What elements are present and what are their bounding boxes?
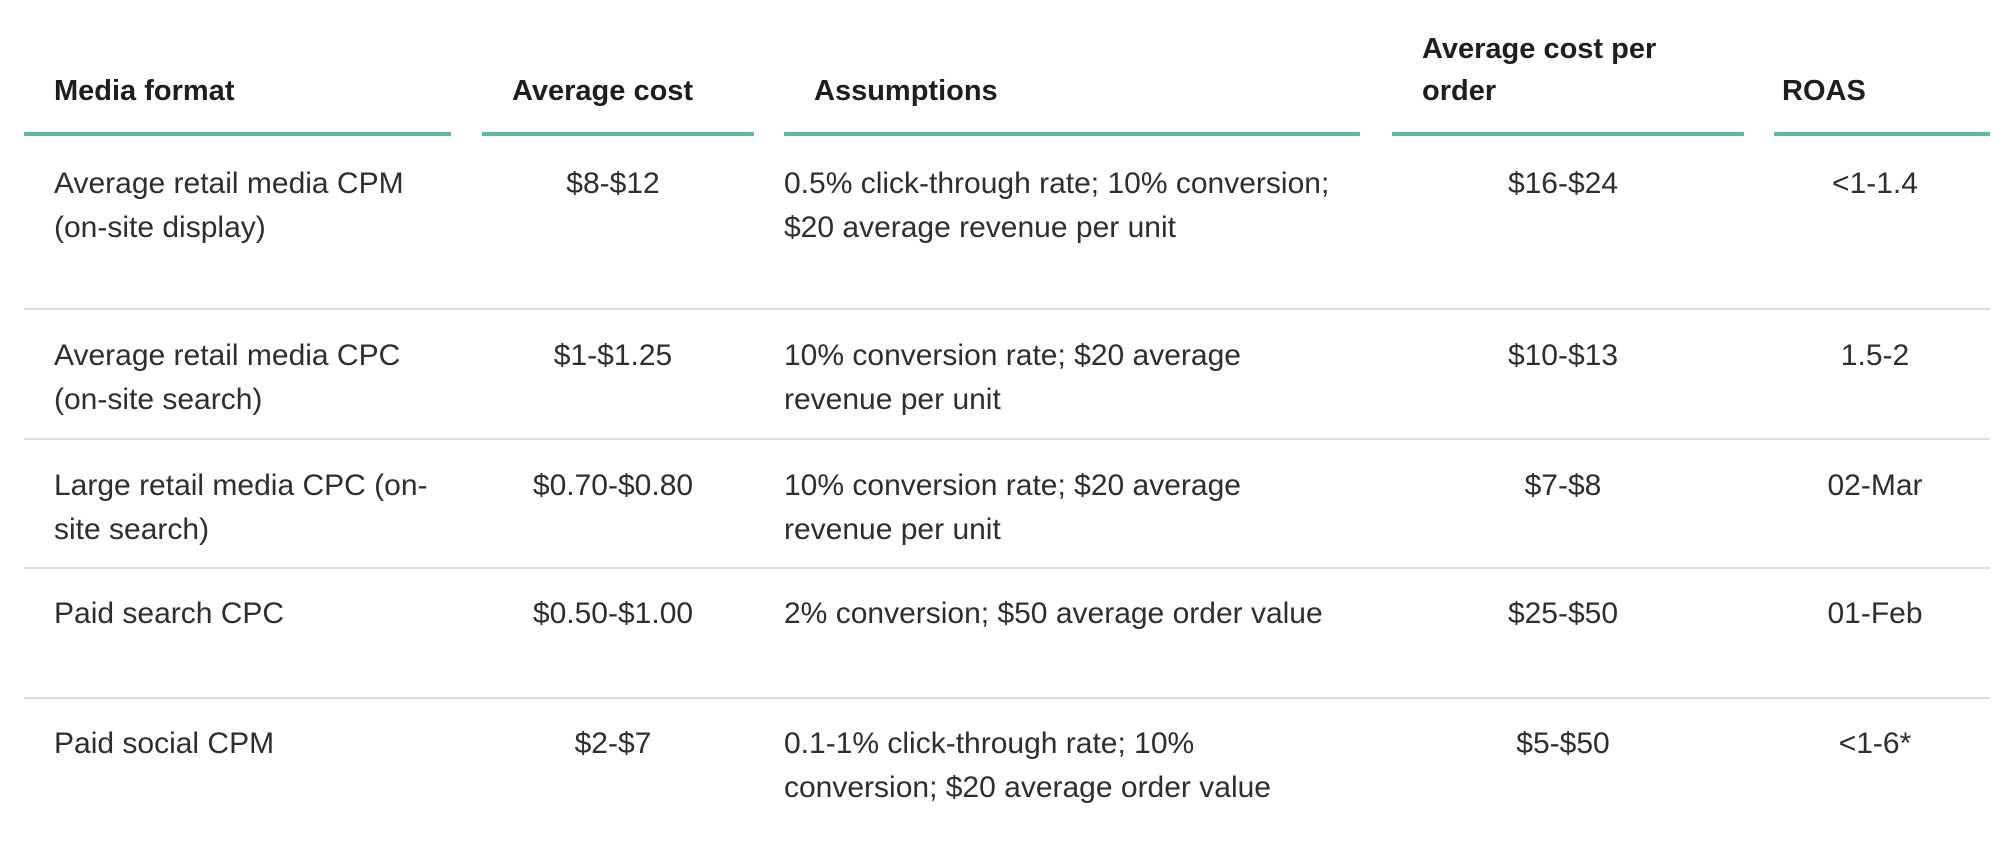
row-divider bbox=[24, 697, 1990, 699]
cell-roas: 02-Mar bbox=[1827, 469, 1923, 502]
cell-average-cost-per-order: $25-$50 bbox=[1507, 597, 1619, 630]
cell-media-format: Paid social CPM bbox=[54, 727, 275, 760]
cell-average-cost-per-order: $16-$24 bbox=[1507, 167, 1619, 200]
cell-roas: 1.5-2 bbox=[1840, 339, 1910, 372]
cell-assumptions: 2% conversion; $50 average order value bbox=[784, 597, 1323, 630]
row-divider bbox=[24, 308, 1990, 310]
cell-assumptions: 10% conversion rate; $20 average revenue… bbox=[784, 339, 1241, 416]
cell-average-cost-per-order: $10-$13 bbox=[1507, 339, 1619, 372]
cell-average-cost-per-order: $5-$50 bbox=[1516, 727, 1610, 760]
cell-media-format: Average retail media CPM (on-site displa… bbox=[54, 167, 404, 244]
row-divider bbox=[24, 567, 1990, 569]
header-label: ROAS bbox=[1782, 75, 1866, 107]
row-divider bbox=[24, 438, 1990, 440]
cell-media-format: Average retail media CPC (on-site search… bbox=[54, 339, 401, 416]
header-media-format: Media format bbox=[24, 24, 451, 136]
header-average-cost-per-order: Average cost per order bbox=[1392, 24, 1744, 136]
cell-average-cost: $1-$1.25 bbox=[553, 339, 673, 372]
cell-average-cost: $2-$7 bbox=[574, 727, 652, 760]
cell-media-format: Paid search CPC bbox=[54, 597, 285, 630]
cell-media-format: Large retail media CPC (on-site search) bbox=[54, 469, 428, 546]
cell-assumptions: 10% conversion rate; $20 average revenue… bbox=[784, 469, 1241, 546]
header-label: Assumptions bbox=[814, 75, 998, 107]
cell-average-cost: $8-$12 bbox=[566, 167, 660, 200]
header-label: Average cost per order bbox=[1422, 33, 1657, 107]
header-assumptions: Assumptions bbox=[784, 24, 1360, 136]
header-average-cost: Average cost bbox=[482, 24, 754, 136]
header-roas: ROAS bbox=[1774, 24, 1990, 136]
cell-roas: <1-1.4 bbox=[1832, 167, 1918, 200]
header-label: Media format bbox=[54, 75, 235, 107]
cell-average-cost-per-order: $7-$8 bbox=[1524, 469, 1602, 502]
cell-assumptions: 0.5% click-through rate; 10% conversion;… bbox=[784, 167, 1330, 244]
cell-assumptions: 0.1-1% click-through rate; 10% conversio… bbox=[784, 727, 1271, 804]
cell-average-cost: $0.50-$1.00 bbox=[532, 597, 694, 630]
header-label: Average cost bbox=[512, 75, 694, 107]
cell-average-cost: $0.70-$0.80 bbox=[532, 469, 694, 502]
cell-roas: <1-6* bbox=[1838, 727, 1912, 760]
cell-roas: 01-Feb bbox=[1827, 597, 1923, 630]
